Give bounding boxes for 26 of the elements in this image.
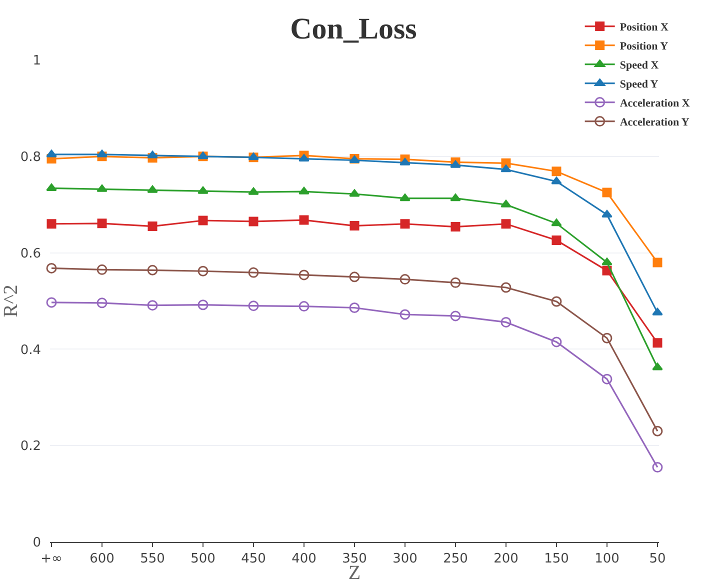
y-axis-title: R^2	[0, 284, 22, 318]
x-tick-label: 550	[140, 552, 165, 567]
x-tick-label: 450	[241, 552, 266, 567]
legend-label: Acceleration X	[620, 98, 690, 110]
chart-title: Con_Loss	[290, 12, 417, 46]
x-tick-label: 200	[494, 552, 518, 567]
y-tick-label: 1	[32, 54, 41, 69]
y-tick-label: 0.6	[20, 246, 41, 262]
y-tick-label: 0	[32, 536, 41, 551]
y-tick-label: 0.8	[20, 150, 41, 165]
x-tick-label: 150	[544, 552, 569, 567]
x-tick-label: 500	[190, 552, 216, 567]
x-tick-label: 100	[594, 552, 620, 567]
legend-label: Position X	[620, 22, 668, 34]
x-tick-label: +∞	[40, 552, 62, 567]
x-tick-label: 400	[292, 552, 316, 567]
x-tick-label: 250	[443, 552, 468, 567]
x-tick-label: 50	[649, 552, 666, 567]
legend-label: Acceleration Y	[620, 116, 690, 129]
legend-label: Speed X	[620, 60, 659, 72]
x-tick-label: 300	[392, 552, 418, 567]
legend-label: Position Y	[620, 40, 668, 53]
y-tick-label: 0.4	[20, 342, 41, 358]
y-tick-label: 0.2	[20, 439, 41, 454]
legend-label: Speed Y	[620, 78, 658, 91]
x-tick-label: 600	[90, 552, 114, 567]
